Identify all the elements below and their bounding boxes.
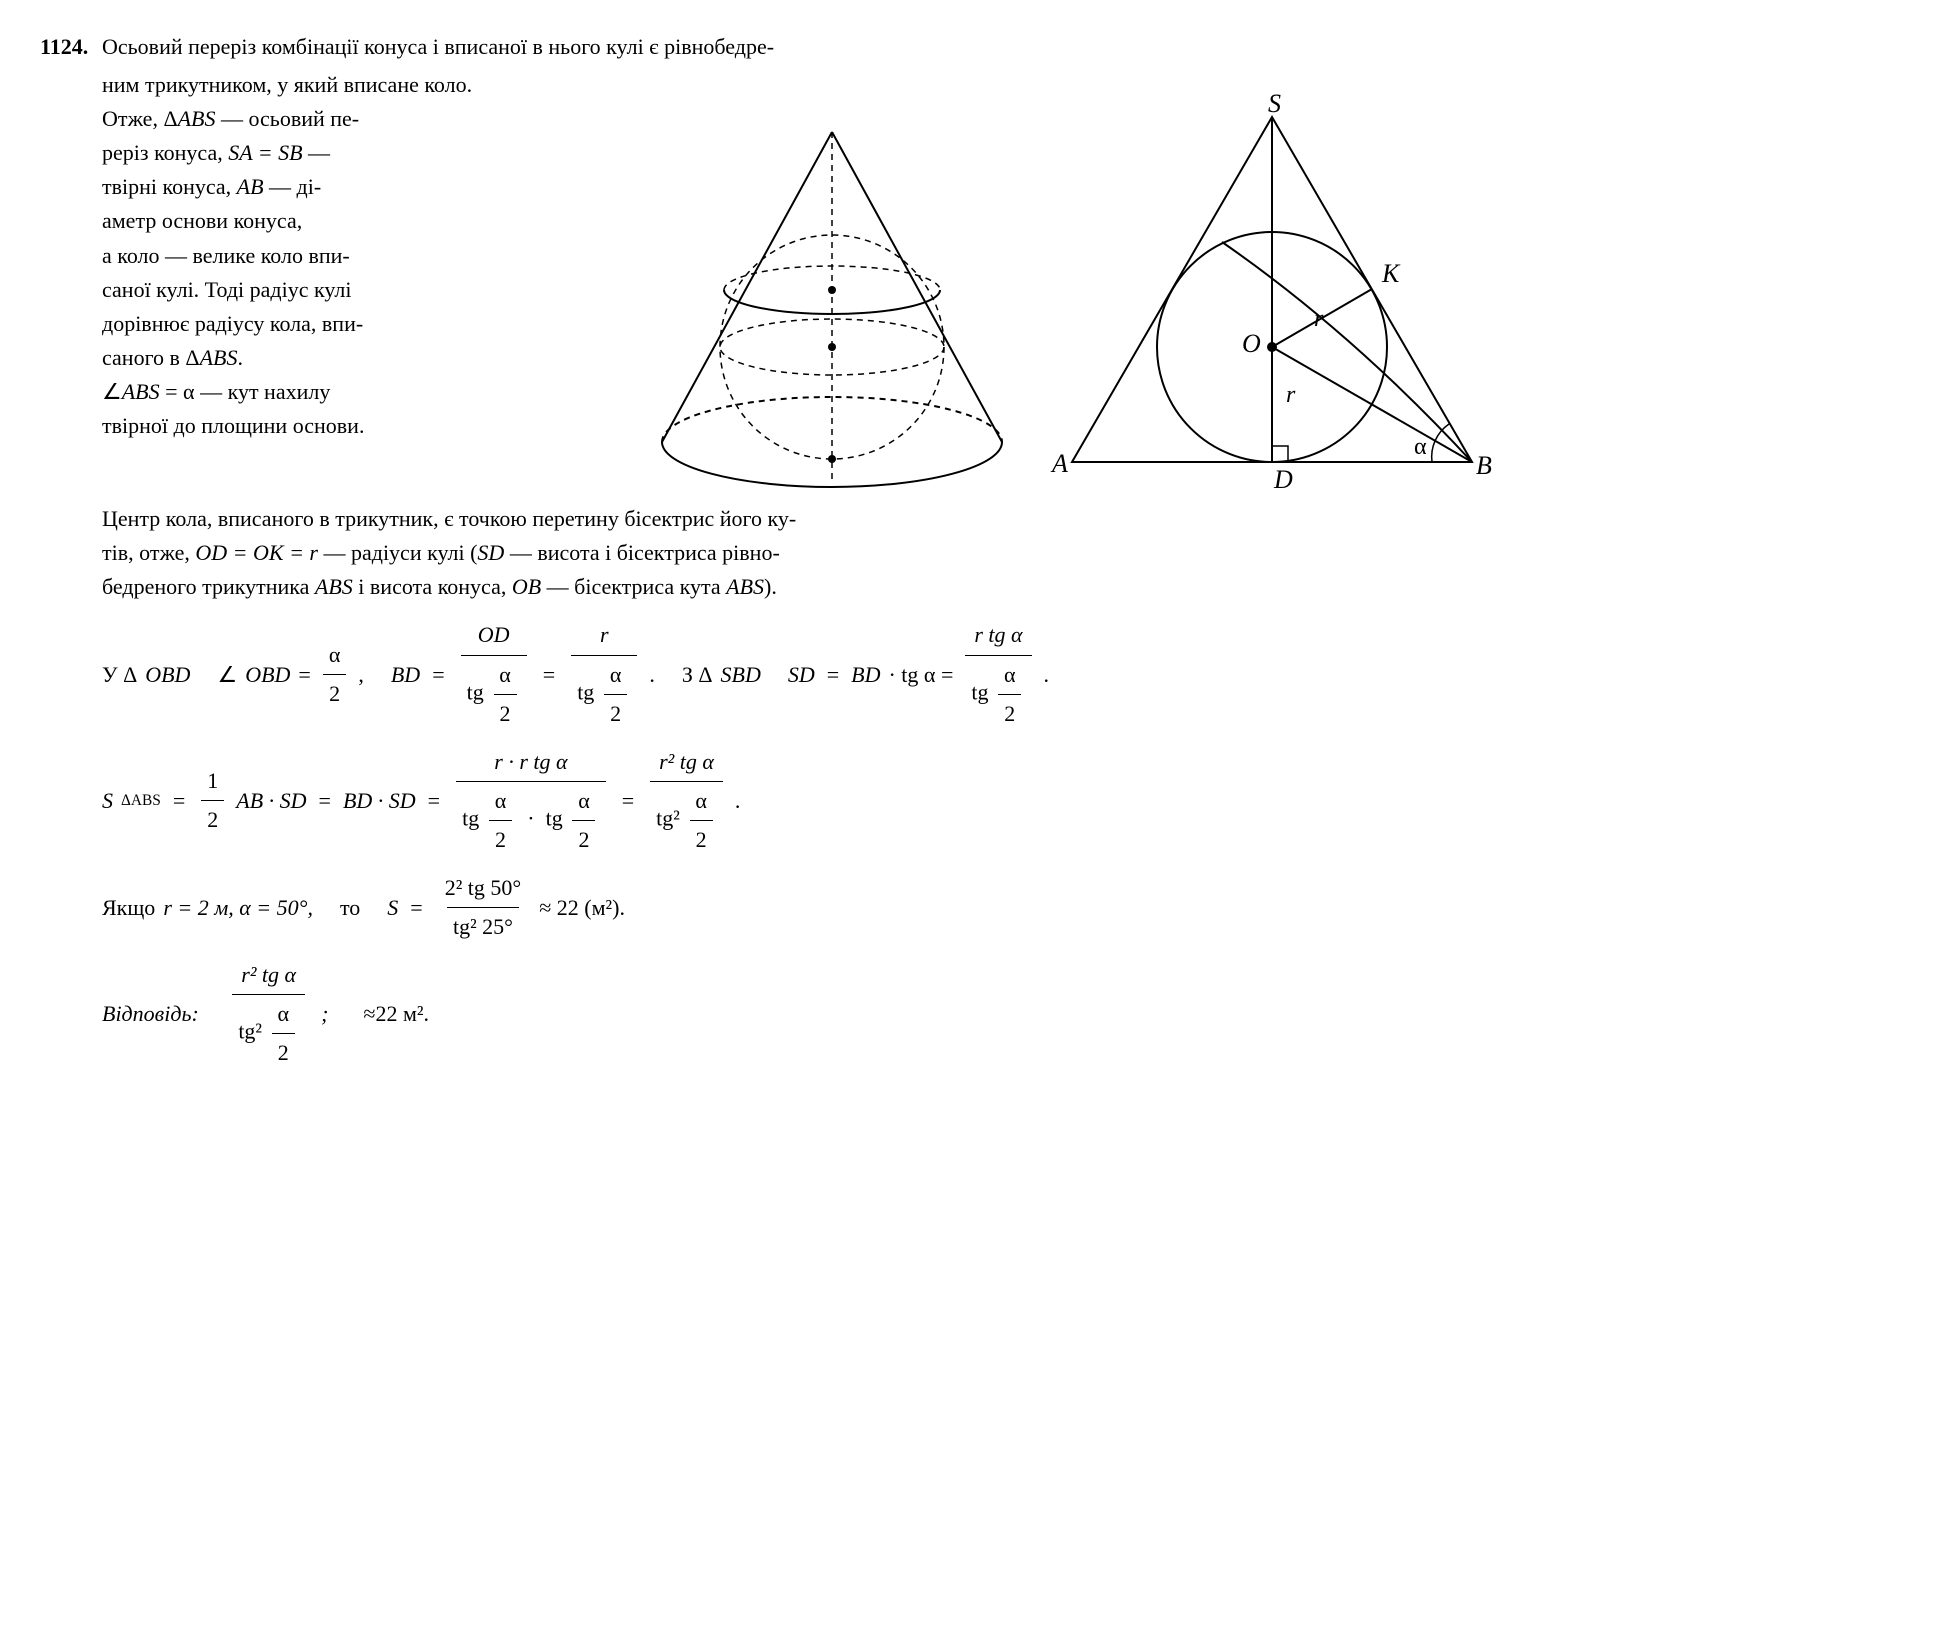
svg-text:r: r	[1314, 306, 1324, 332]
svg-text:α: α	[1414, 434, 1427, 460]
answer: Відповідь: r² tg α tg² α2 ; ≈22 м².	[40, 958, 1890, 1070]
left-text: Отже, ΔABS — осьовий пе- реріз конуса, S…	[102, 102, 602, 443]
math-line-1: У ΔOBD ∠OBD = α2 , BD= OD tg α2 = r tg α…	[40, 618, 1890, 730]
intro-1: Осьовий переріз комбінації конуса і впис…	[102, 34, 774, 59]
mid-text: Центр кола, вписаного в трикутник, є точ…	[40, 502, 1890, 604]
svg-text:S: S	[1268, 89, 1281, 118]
svg-text:A: A	[1050, 449, 1068, 478]
math-line-2: SΔABS = 12 AB · SD = BD · SD = r · r tg …	[40, 745, 1890, 857]
math-line-3: Якщо r = 2 м, α = 50°, то S= 2² tg 50° t…	[40, 871, 1890, 944]
cone-figure	[622, 112, 1042, 502]
svg-text:K: K	[1381, 259, 1401, 288]
svg-text:O: O	[1242, 329, 1261, 358]
svg-text:D: D	[1273, 465, 1293, 494]
svg-text:B: B	[1476, 451, 1492, 480]
problem-number: 1124.	[40, 30, 102, 64]
intro-2: ним трикутником, у який вписане коло.	[40, 68, 1890, 102]
svg-text:r: r	[1286, 382, 1296, 408]
triangle-figure: S A B D O K r r α	[1052, 102, 1492, 502]
